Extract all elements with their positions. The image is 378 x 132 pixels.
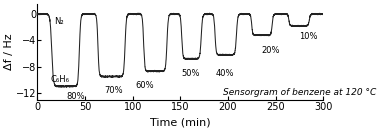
- Text: 40%: 40%: [215, 69, 234, 78]
- Y-axis label: Δf / Hz: Δf / Hz: [4, 34, 14, 70]
- Text: 80%: 80%: [66, 92, 85, 101]
- Text: 50%: 50%: [181, 69, 200, 78]
- Text: Sensorgram of benzene at 120 °C: Sensorgram of benzene at 120 °C: [223, 88, 376, 97]
- Text: 60%: 60%: [136, 81, 154, 90]
- Text: 10%: 10%: [299, 32, 318, 41]
- Text: 70%: 70%: [104, 86, 123, 95]
- X-axis label: Time (min): Time (min): [150, 118, 211, 128]
- Text: N₂: N₂: [54, 17, 63, 26]
- Text: C₆H₆: C₆H₆: [51, 75, 70, 84]
- Text: 20%: 20%: [261, 46, 280, 55]
